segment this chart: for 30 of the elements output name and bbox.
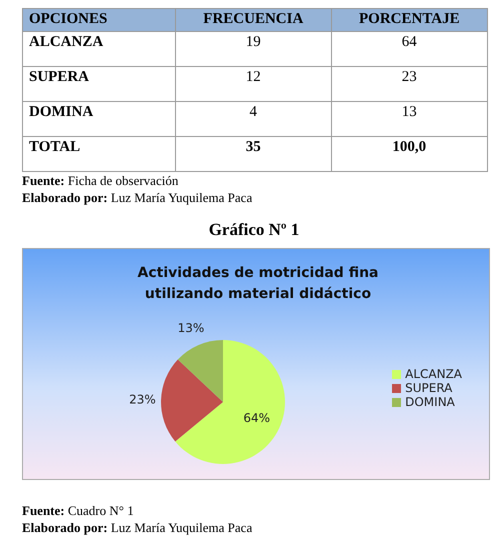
- pie-slice: [178, 340, 223, 402]
- text: PORCENTAJE: [331, 8, 488, 32]
- data-label: 64: [331, 32, 488, 66]
- text: 100,0: [392, 139, 426, 155]
- text: 35: [246, 139, 261, 155]
- legend-label: DOMINA: [405, 395, 455, 409]
- source-note: Fuente: Cuadro N° 1: [22, 502, 135, 519]
- data-label: 4: [176, 102, 332, 136]
- category-label: ALCANZA: [22, 32, 176, 66]
- data-label: 13: [331, 102, 488, 136]
- pie-slice: [175, 340, 285, 464]
- legend-label: ALCANZA: [405, 367, 462, 381]
- data-label: 12: [176, 66, 332, 102]
- text: Elaborado por: Luz María Yuquilema Paca: [22, 189, 254, 206]
- data-label: 19: [176, 32, 332, 66]
- text: Elaborado por: Luz María Yuquilema Paca: [22, 519, 254, 536]
- data-label: 64%: [243, 410, 270, 425]
- category-label: SUPERA: [22, 66, 176, 102]
- text: TOTAL: [29, 139, 80, 155]
- source-note: Fuente: Ficha de observación: [22, 172, 180, 189]
- text: FRECUENCIA: [176, 8, 332, 32]
- legend-label: SUPERA: [405, 381, 452, 395]
- category-label: DOMINA: [22, 102, 176, 136]
- chart-title: Gráfico Nº 1: [208, 220, 300, 240]
- data-label: 23%: [129, 392, 156, 406]
- data-label: 13%: [178, 321, 204, 336]
- text: OPCIONES: [22, 8, 176, 32]
- pie-slice: [161, 360, 223, 442]
- data-label: 23: [331, 66, 488, 102]
- chart-subtitle: Actividades de motricidad fina utilizando material didáctico: [136, 264, 380, 304]
